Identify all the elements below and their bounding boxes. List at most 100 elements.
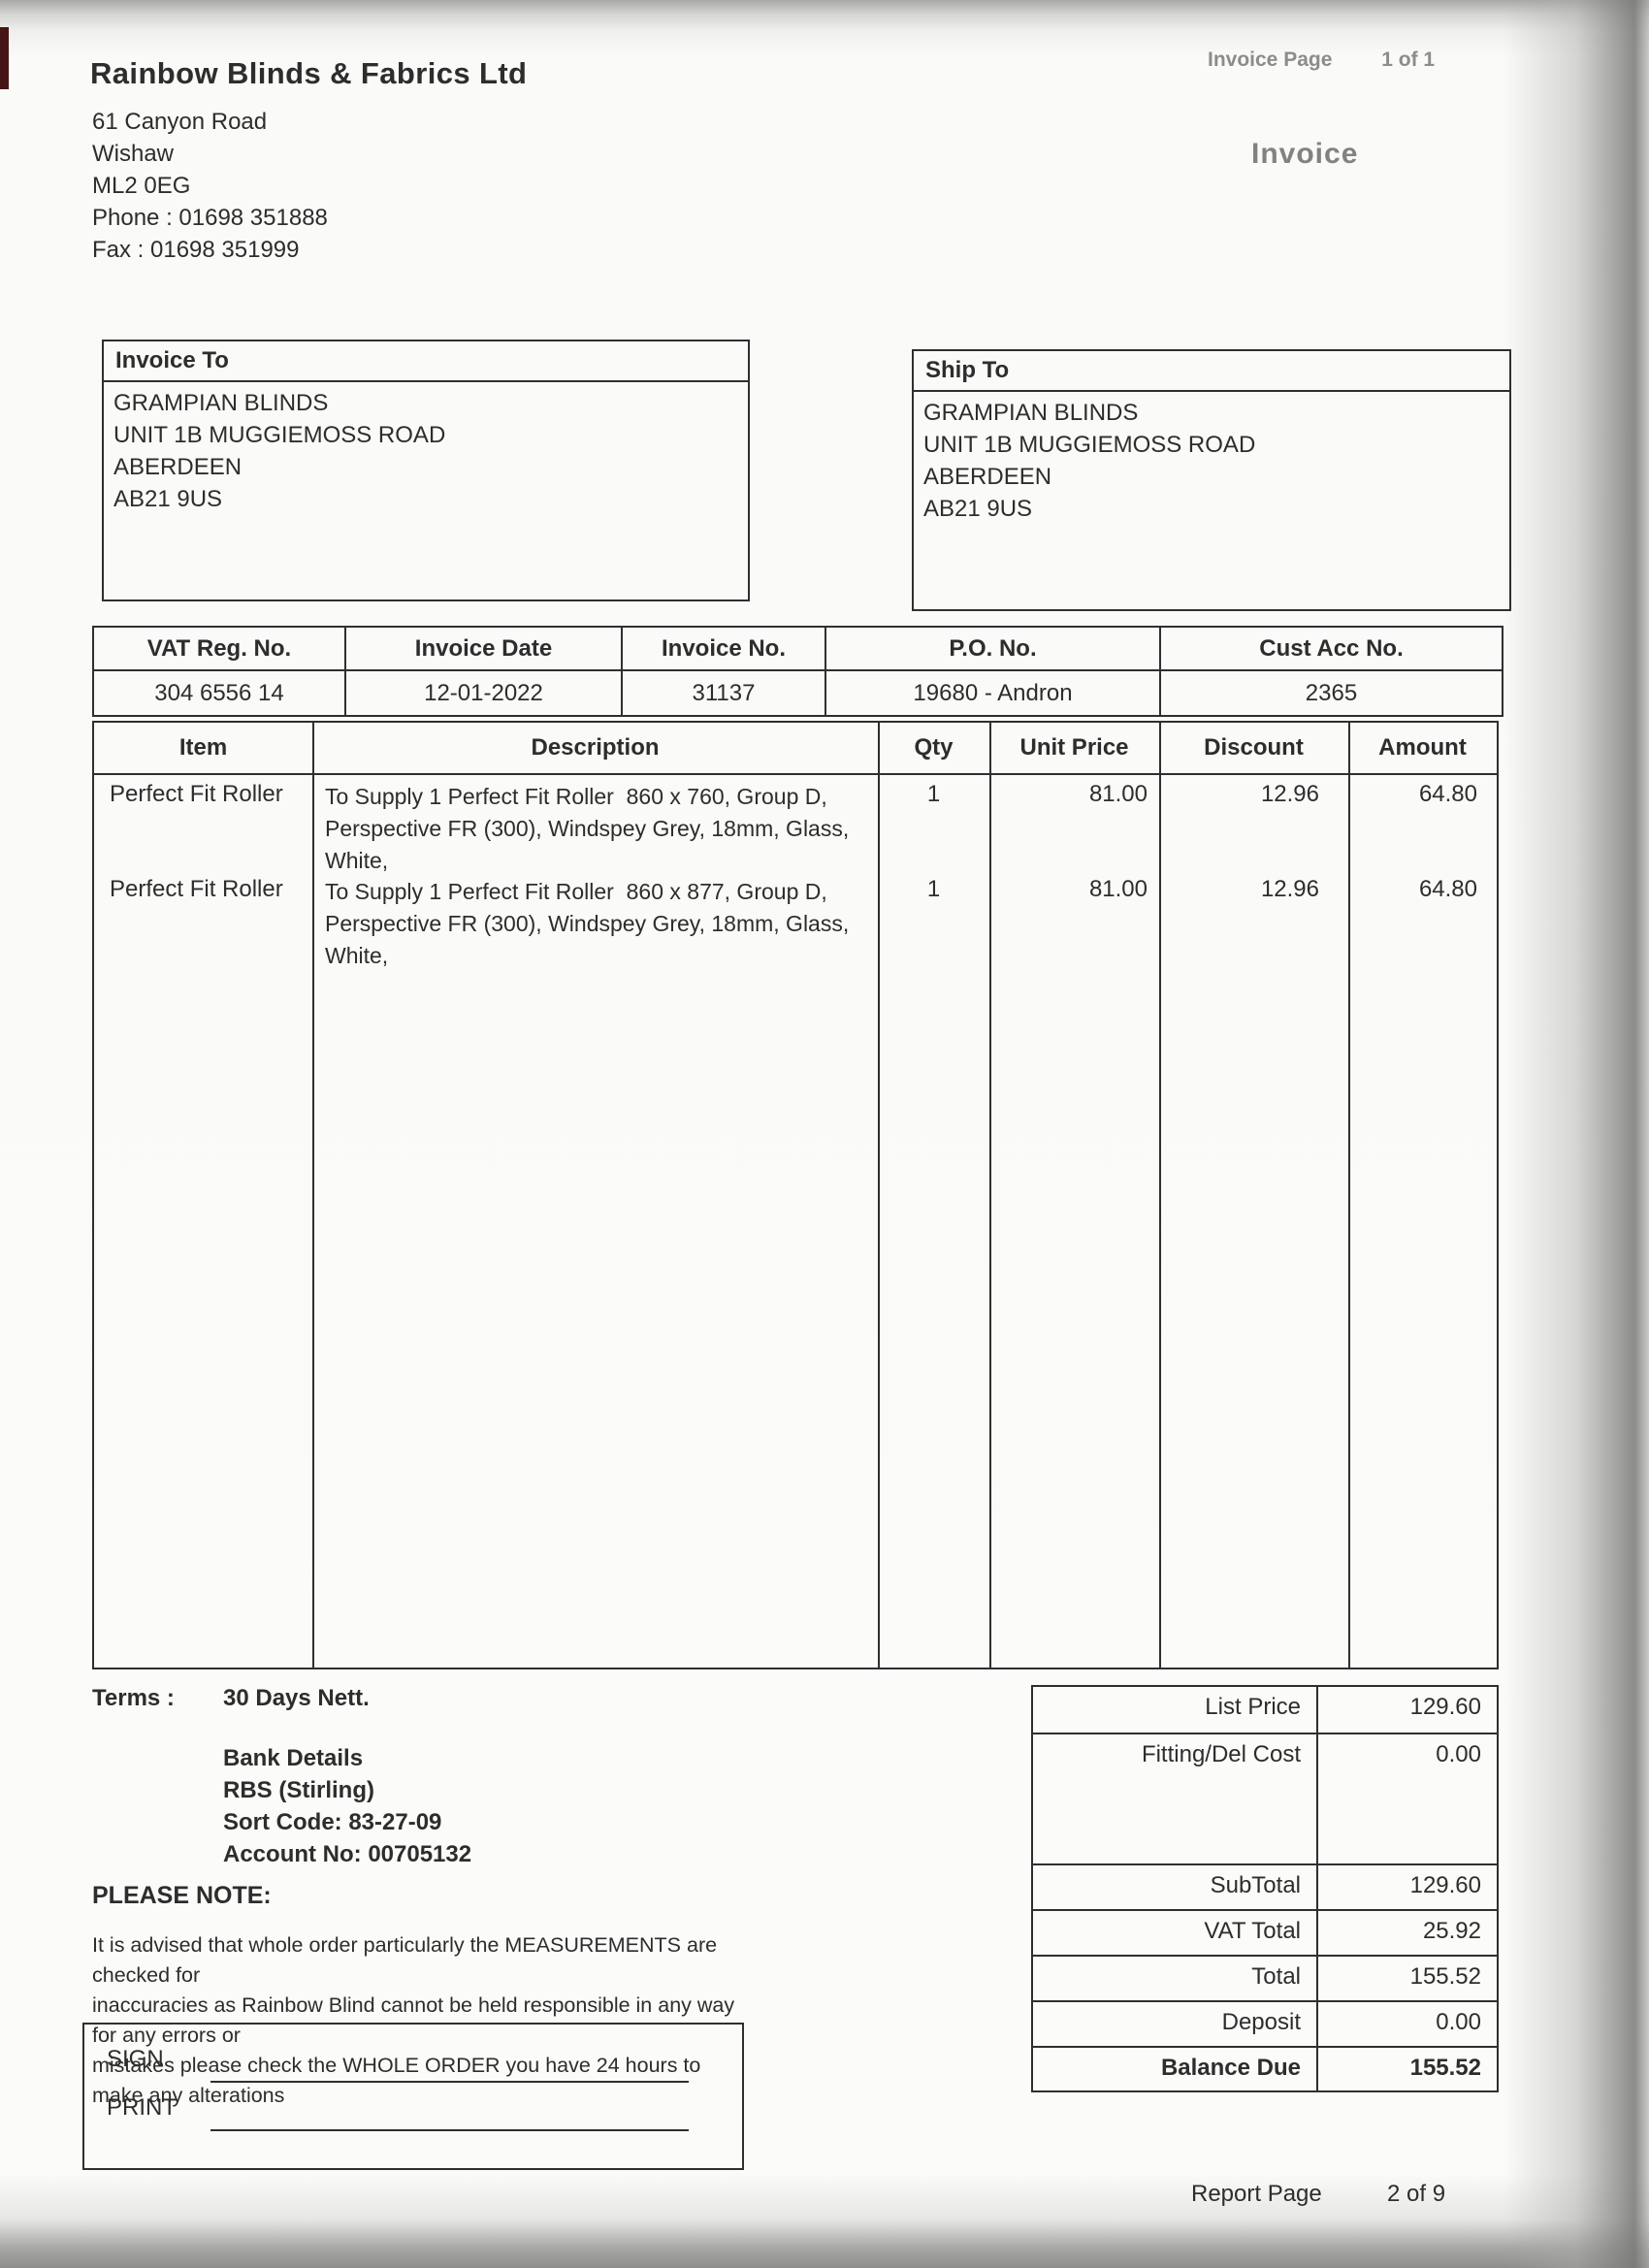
totals-value: 25.92 (1422, 1918, 1481, 1944)
totals-row-vat: VAT Total 25.92 (1033, 1909, 1497, 1955)
info-header-date: Invoice Date (346, 628, 623, 671)
totals-row-total: Total 155.52 (1033, 1955, 1497, 2000)
company-fax: Fax : 01698 351999 (92, 237, 300, 263)
bank-details-block: Bank Details RBS (Stirling) Sort Code: 8… (223, 1742, 471, 1870)
print-label: PRINT (107, 2094, 177, 2121)
please-note-title: PLEASE NOTE: (92, 1882, 272, 1909)
invoice-to-box: Invoice To GRAMPIAN BLINDS UNIT 1B MUGGI… (102, 340, 750, 601)
please-note-body: It is advised that whole order particula… (92, 1930, 752, 2111)
item-description: To Supply 1 Perfect Fit Roller 860 x 877… (325, 879, 856, 968)
company-name: Rainbow Blinds & Fabrics Ltd (90, 56, 528, 90)
invoice-page-label: Invoice Page (1208, 49, 1333, 71)
items-header-qty: Qty (914, 734, 954, 761)
totals-value: 0.00 (1436, 2009, 1481, 2035)
info-value-vat: 304 6556 14 (94, 671, 346, 715)
item-qty: 1 (926, 781, 941, 807)
totals-value: 129.60 (1409, 1694, 1481, 1720)
terms-value: 30 Days Nett. (223, 1685, 370, 1711)
print-line (210, 2129, 689, 2131)
bank-account-no: Account No: 00705132 (223, 1841, 472, 1867)
item-discount: 12.96 (1260, 876, 1319, 902)
totals-label: List Price (1205, 1694, 1301, 1720)
totals-row-fitting: Fitting/Del Cost 0.00 (1033, 1733, 1497, 1778)
company-phone: Phone : 01698 351888 (92, 205, 328, 231)
totals-value: 0.00 (1436, 1741, 1481, 1767)
table-row: Perfect Fit Roller To Supply 1 Perfect F… (94, 876, 1497, 972)
report-page-value: 2 of 9 (1387, 2181, 1446, 2207)
column-divider (312, 723, 314, 1668)
ship-to-box: Ship To GRAMPIAN BLINDS UNIT 1B MUGGIEMO… (912, 349, 1511, 611)
column-divider (1348, 723, 1350, 1668)
items-header-item: Item (178, 734, 228, 761)
document-title: Invoice (1251, 138, 1359, 170)
totals-label: Deposit (1221, 2009, 1301, 2035)
totals-label: SubTotal (1210, 1872, 1301, 1898)
totals-row-balance-due: Balance Due 155.52 (1033, 2046, 1497, 2091)
totals-value: 129.60 (1409, 1872, 1481, 1898)
signature-box: SIGN PRINT (82, 2023, 744, 2170)
info-header-po: P.O. No. (826, 628, 1161, 671)
item-name: Perfect Fit Roller (110, 781, 283, 807)
invoice-to-line: ABERDEEN (113, 454, 242, 480)
totals-row-subtotal: SubTotal 129.60 (1033, 1863, 1497, 1909)
info-value-po: 19680 - Andron (826, 671, 1161, 715)
item-unit-price: 81.00 (1088, 781, 1148, 807)
table-row: Perfect Fit Roller To Supply 1 Perfect F… (94, 781, 1497, 877)
item-qty: 1 (926, 876, 941, 902)
company-address-line: Wishaw (92, 141, 175, 167)
line-items-header-row: Item Description Qty Unit Price Discount… (94, 723, 1497, 775)
info-value-date: 12-01-2022 (346, 671, 623, 715)
bank-name: RBS (Stirling) (223, 1777, 374, 1803)
line-items-table: Item Description Qty Unit Price Discount… (92, 721, 1499, 1669)
invoice-page-value: 1 of 1 (1381, 49, 1436, 71)
invoice-to-line: UNIT 1B MUGGIEMOSS ROAD (113, 422, 446, 448)
totals-value: 155.52 (1409, 2055, 1481, 2081)
ship-to-label: Ship To (914, 351, 1509, 392)
totals-label: Total (1251, 1963, 1301, 1990)
info-header-cust-acc: Cust Acc No. (1161, 628, 1502, 671)
bank-details-title: Bank Details (223, 1745, 364, 1771)
items-header-unit-price: Unit Price (1019, 734, 1129, 761)
note-line: inaccuracies as Rainbow Blind cannot be … (92, 1993, 735, 2047)
info-header-vat: VAT Reg. No. (94, 628, 346, 671)
invoice-to-label: Invoice To (104, 341, 748, 382)
items-header-amount: Amount (1378, 734, 1467, 761)
company-address-line: ML2 0EG (92, 173, 191, 199)
column-divider (1159, 723, 1161, 1668)
totals-box: List Price 129.60 Fitting/Del Cost 0.00 … (1031, 1685, 1499, 2092)
item-discount: 12.96 (1260, 781, 1319, 807)
info-value-invoice-no: 31137 (623, 671, 826, 715)
sign-line (210, 2081, 689, 2083)
totals-divider (1316, 1687, 1318, 2090)
invoice-info-table: VAT Reg. No. Invoice Date Invoice No. P.… (92, 626, 1504, 717)
items-header-description: Description (531, 734, 660, 761)
ship-to-line: ABERDEEN (923, 464, 1052, 490)
item-unit-price: 81.00 (1088, 876, 1148, 902)
note-line: mistakes please check the WHOLE ORDER yo… (92, 2054, 701, 2107)
totals-spacer (1033, 1778, 1497, 1863)
column-divider (878, 723, 880, 1668)
info-header-invoice-no: Invoice No. (623, 628, 826, 671)
note-line: It is advised that whole order particula… (92, 1933, 718, 1987)
column-divider (989, 723, 991, 1668)
sign-label: SIGN (107, 2046, 164, 2072)
totals-row-deposit: Deposit 0.00 (1033, 2000, 1497, 2046)
totals-label: Balance Due (1160, 2055, 1301, 2081)
bank-sort-code: Sort Code: 83-27-09 (223, 1809, 442, 1835)
items-header-discount: Discount (1204, 734, 1304, 761)
terms-label: Terms : (92, 1685, 175, 1711)
item-amount: 64.80 (1418, 876, 1477, 902)
invoice-to-line: GRAMPIAN BLINDS (113, 390, 329, 416)
ship-to-line: UNIT 1B MUGGIEMOSS ROAD (923, 432, 1256, 458)
ship-to-line: AB21 9US (923, 496, 1033, 522)
item-amount: 64.80 (1418, 781, 1477, 807)
ship-to-line: GRAMPIAN BLINDS (923, 400, 1139, 426)
report-page-label: Report Page (1191, 2181, 1322, 2207)
item-name: Perfect Fit Roller (110, 876, 283, 902)
totals-row-list-price: List Price 129.60 (1033, 1687, 1497, 1733)
invoice-page-counter: Invoice Page 1 of 1 (1208, 49, 1435, 72)
scan-edge-shadow (1504, 0, 1649, 2268)
totals-label: Fitting/Del Cost (1141, 1741, 1301, 1767)
invoice-to-line: AB21 9US (113, 486, 223, 512)
